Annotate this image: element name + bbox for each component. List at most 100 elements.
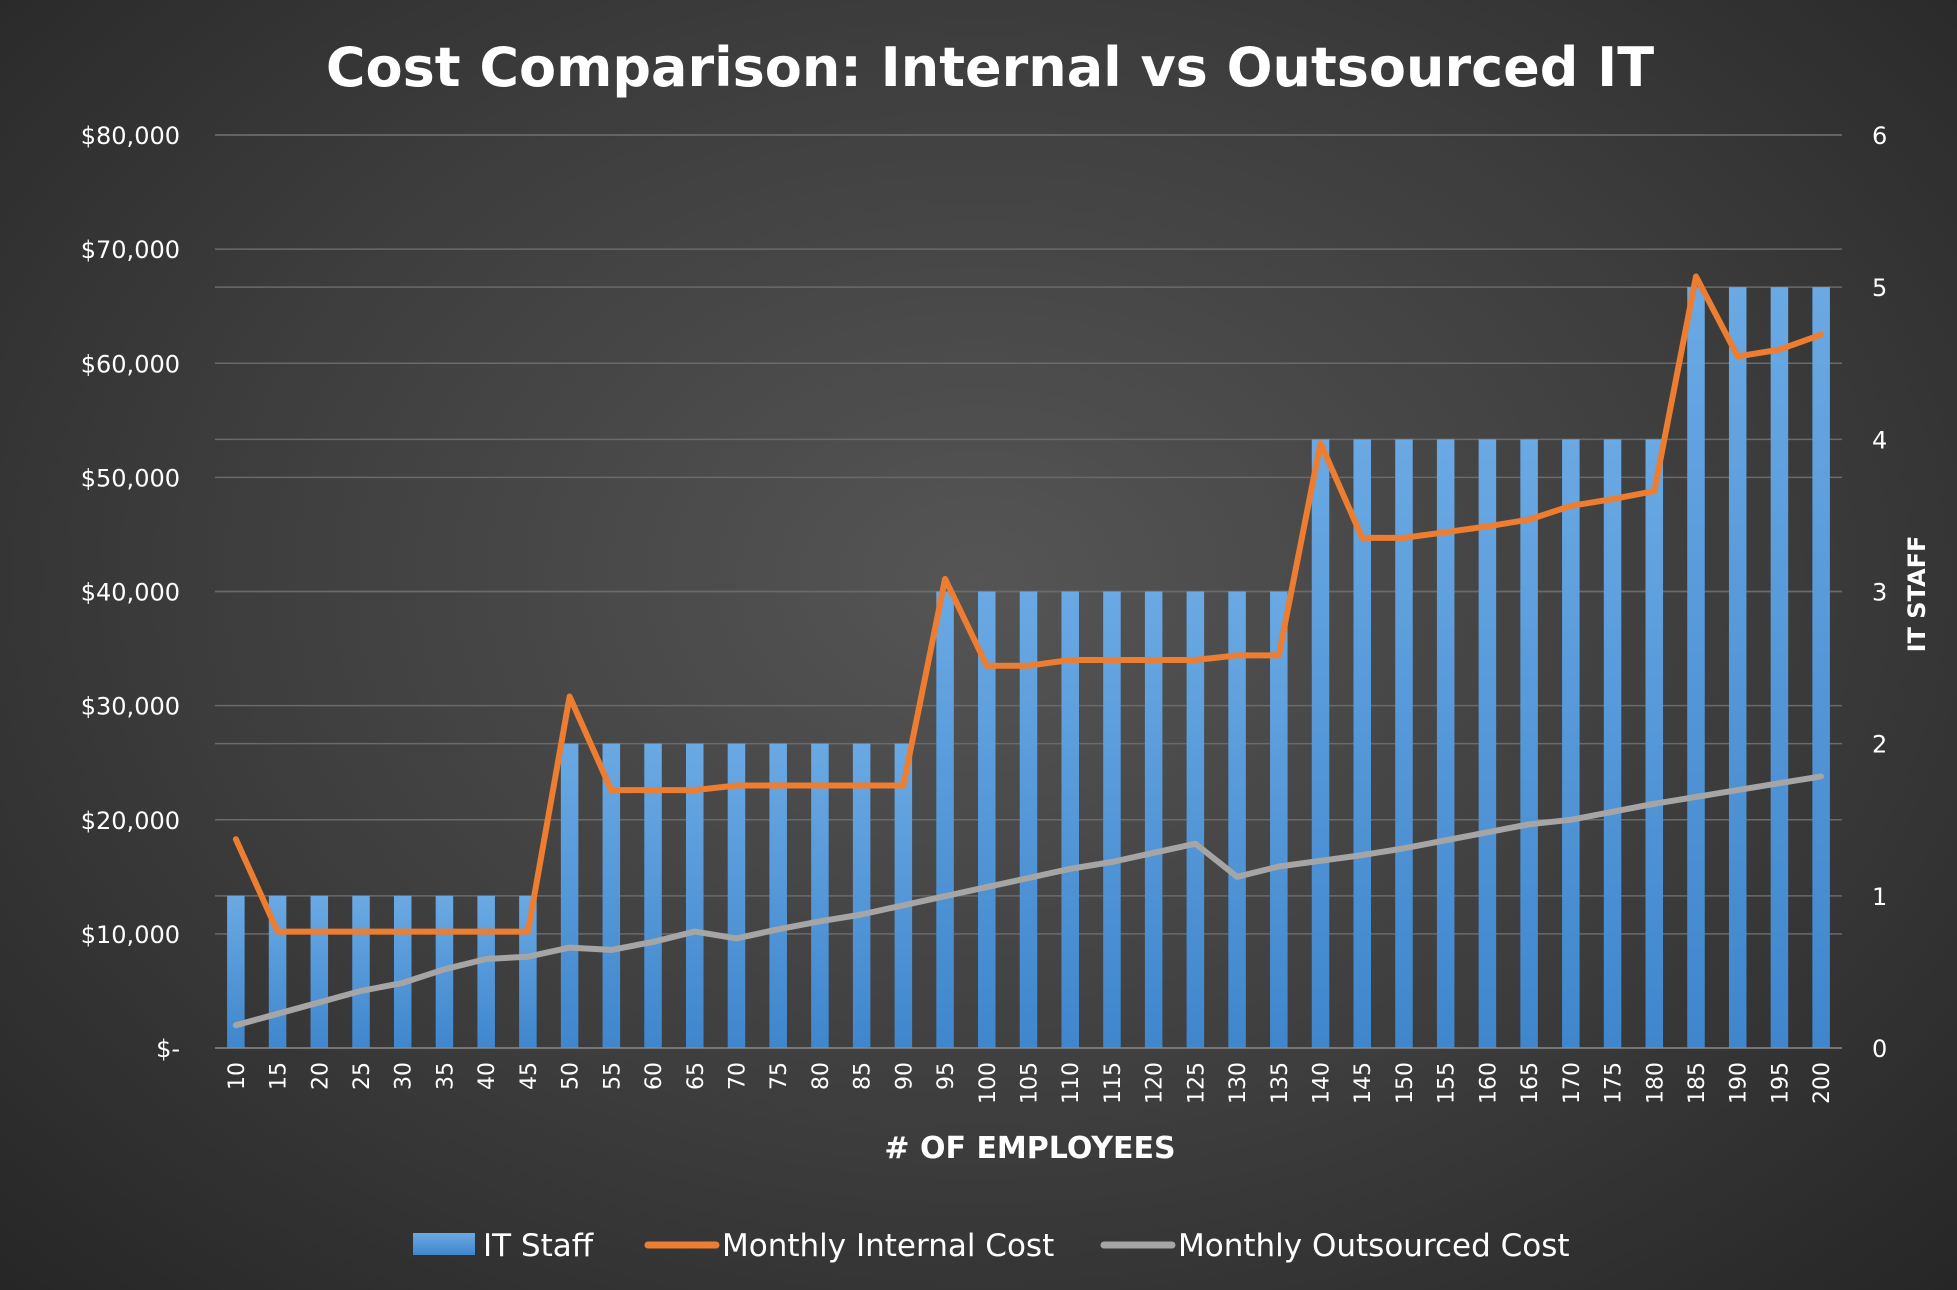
- x-tick-label: 200: [1810, 1062, 1835, 1104]
- y2-tick-label: 5: [1872, 274, 1887, 302]
- bar-it-staff: [393, 895, 412, 1048]
- x-tick-label: 120: [1143, 1062, 1168, 1104]
- bar-it-staff: [1311, 439, 1330, 1048]
- x-tick-label: 160: [1476, 1062, 1501, 1104]
- x-tick-label: 105: [1018, 1062, 1043, 1104]
- x-tick-label: 60: [642, 1062, 667, 1090]
- bar-it-staff: [1436, 439, 1455, 1048]
- bar-it-staff: [685, 743, 704, 1048]
- bar-it-staff: [936, 591, 954, 1048]
- x-tick-label: 15: [267, 1062, 292, 1090]
- x-tick-label: 55: [600, 1062, 625, 1090]
- bar-it-staff: [644, 743, 662, 1048]
- x-tick-label: 35: [433, 1062, 458, 1090]
- x-tick-label: 150: [1393, 1062, 1418, 1104]
- y2-tick-label: 0: [1872, 1035, 1887, 1063]
- y2-tick-label: 6: [1872, 122, 1887, 150]
- x-tick-label: 75: [767, 1062, 792, 1090]
- x-tick-label: 110: [1059, 1062, 1084, 1104]
- bar-it-staff: [1270, 591, 1288, 1048]
- y2-axis-label: IT STAFF: [1903, 536, 1931, 653]
- y-tick-label: $30,000: [81, 693, 180, 721]
- x-tick-label: 185: [1685, 1062, 1710, 1104]
- y-tick-label: $10,000: [81, 921, 180, 949]
- bar-it-staff: [1061, 591, 1079, 1048]
- y-axis-right-ticks: 0 1 2 3 4 5 6: [1872, 122, 1887, 1063]
- x-tick-label: 40: [475, 1062, 500, 1090]
- bar-it-staff: [811, 743, 829, 1048]
- x-tick-label: 80: [809, 1062, 834, 1090]
- bar-it-staff: [352, 895, 370, 1048]
- x-tick-label: 70: [725, 1062, 750, 1090]
- gridlines: [215, 134, 1842, 935]
- bar-it-staff: [894, 743, 913, 1048]
- y-tick-label: $50,000: [81, 464, 180, 492]
- y-tick-label: $40,000: [81, 579, 180, 607]
- bar-it-staff: [1687, 287, 1705, 1049]
- bar-it-staff: [310, 895, 329, 1048]
- y2-tick-label: 2: [1872, 731, 1887, 759]
- bar-it-staff: [852, 743, 871, 1048]
- y-tick-label: $80,000: [81, 122, 180, 150]
- x-tick-label: 135: [1268, 1062, 1293, 1104]
- x-tick-label: 130: [1226, 1062, 1251, 1104]
- bar-it-staff: [1645, 439, 1664, 1048]
- legend-item: IT Staff: [413, 1228, 594, 1264]
- bar-it-staff: [1103, 591, 1121, 1048]
- x-tick-label: 45: [517, 1062, 542, 1090]
- legend-item: Monthly Internal Cost: [644, 1228, 1054, 1264]
- bar-it-staff: [477, 895, 495, 1048]
- bar-it-staff: [1520, 439, 1538, 1048]
- y2-tick-label: 1: [1872, 883, 1887, 911]
- y-axis-left-ticks: $- $10,000 $20,000 $30,000 $40,000 $50,000 $60…: [81, 122, 180, 1063]
- bar-it-staff: [1770, 287, 1789, 1049]
- chart-title: Cost Comparison: Internal vs Outsourced …: [326, 36, 1654, 99]
- x-tick-label: 170: [1560, 1062, 1585, 1104]
- bar-it-staff: [227, 895, 245, 1048]
- x-tick-label: 140: [1310, 1062, 1335, 1104]
- legend-label: Monthly Outsourced Cost: [1178, 1228, 1570, 1264]
- x-tick-label: 180: [1643, 1062, 1668, 1104]
- y-tick-label: $70,000: [81, 236, 180, 264]
- legend-item: Monthly Outsourced Cost: [1100, 1228, 1570, 1264]
- bar-it-staff: [1728, 287, 1747, 1049]
- x-tick-label: 10: [225, 1062, 250, 1090]
- bar-it-staff: [1353, 439, 1372, 1048]
- x-tick-label: 145: [1351, 1062, 1376, 1104]
- y-tick-label: $20,000: [81, 807, 180, 835]
- bar-it-staff: [1562, 439, 1580, 1048]
- line-monthly-internal-cost: [232, 273, 1825, 935]
- y2-tick-label: 4: [1872, 426, 1887, 454]
- bar-it-staff: [1478, 439, 1497, 1048]
- legend-label: IT Staff: [483, 1228, 594, 1264]
- x-axis-label: # OF EMPLOYEES: [884, 1131, 1175, 1166]
- x-tick-label: 95: [934, 1062, 959, 1090]
- bar-it-staff: [602, 743, 621, 1048]
- x-tick-label: 125: [1184, 1062, 1209, 1104]
- x-tick-label: 100: [976, 1062, 1001, 1104]
- x-tick-label: 190: [1727, 1062, 1752, 1104]
- bar-it-staff: [1603, 439, 1622, 1048]
- y-tick-label: $-: [156, 1035, 180, 1063]
- bar-it-staff: [1144, 591, 1163, 1048]
- x-tick-label: 165: [1518, 1062, 1543, 1104]
- legend-swatch-bar: [413, 1233, 475, 1255]
- x-tick-label: 85: [851, 1062, 876, 1090]
- legend: IT Staff Monthly Internal Cost Monthly Out…: [413, 1228, 1570, 1264]
- bar-it-staff: [1019, 591, 1038, 1048]
- x-tick-label: 115: [1101, 1062, 1126, 1104]
- line-monthly-outsourced-cost: [232, 773, 1825, 1029]
- bar-it-staff: [1395, 439, 1413, 1048]
- x-tick-label: 25: [350, 1062, 375, 1090]
- line-series: [232, 273, 1825, 1029]
- x-tick-label: 155: [1435, 1062, 1460, 1104]
- bar-it-staff: [560, 743, 579, 1048]
- x-axis-ticks: 10 15 20 25 30 35 40 45 50 55 60 65 70 75 80 85 90 95 100 1…: [225, 1062, 1835, 1104]
- x-tick-label: 175: [1602, 1062, 1627, 1104]
- bar-it-staff: [727, 743, 746, 1048]
- bar-it-staff: [769, 743, 787, 1048]
- y-tick-label: $60,000: [81, 350, 180, 378]
- bar-it-staff: [1186, 591, 1205, 1048]
- bar-it-staff: [1228, 591, 1246, 1048]
